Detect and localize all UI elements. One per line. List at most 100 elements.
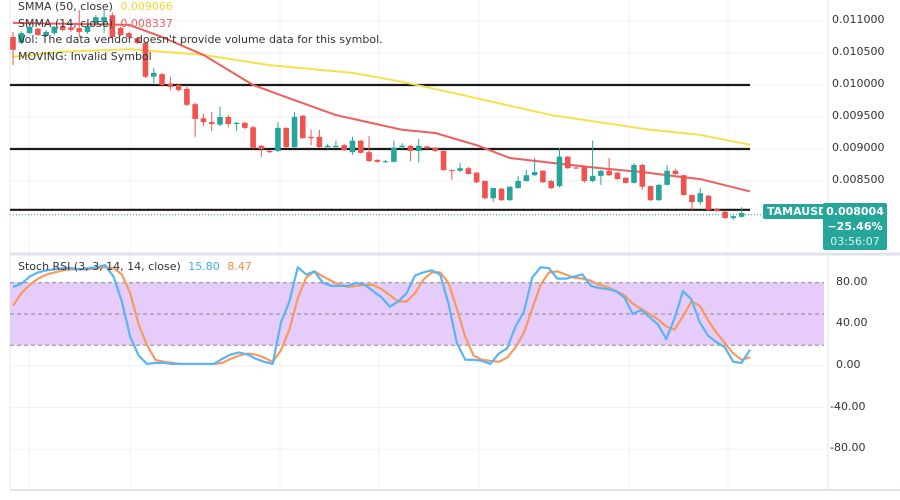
candle-body xyxy=(59,26,66,30)
candle xyxy=(515,175,521,189)
candle-body xyxy=(573,167,579,169)
candle-body xyxy=(465,168,472,174)
candle xyxy=(43,29,49,37)
candle-body xyxy=(300,115,306,139)
candle xyxy=(689,194,695,210)
candle xyxy=(548,179,554,190)
price-axis-label: 0.010000 xyxy=(832,77,885,90)
candle-body xyxy=(117,28,124,36)
candle xyxy=(697,188,704,205)
candle xyxy=(622,177,629,184)
price-axis-label: 0.009000 xyxy=(832,141,885,154)
candle xyxy=(730,215,737,221)
candle xyxy=(507,186,513,201)
price-axis-label: 0.010500 xyxy=(832,45,885,58)
stoch-axis-label: 40.00 xyxy=(836,316,868,330)
smma50-value: 0.009066 xyxy=(120,0,173,13)
stoch-axis-label: -40.00 xyxy=(830,399,866,413)
candle-body xyxy=(217,117,223,125)
candle-body xyxy=(614,172,621,180)
candle xyxy=(523,170,530,182)
candle xyxy=(208,111,215,132)
smma50-line xyxy=(12,48,751,146)
candle xyxy=(300,115,306,139)
candle xyxy=(142,42,149,78)
candle-body xyxy=(738,213,745,217)
stoch-d-value: 8.47 xyxy=(227,260,252,273)
candle-body xyxy=(672,170,679,174)
candle-body xyxy=(233,122,240,125)
candle xyxy=(316,129,323,148)
candle-body xyxy=(730,216,737,219)
candle-body xyxy=(473,172,480,183)
candle xyxy=(440,150,447,171)
symbol-tag: TAMAUSD xyxy=(763,204,832,219)
candle-body xyxy=(283,127,290,148)
candle-body xyxy=(622,177,629,183)
candle xyxy=(407,145,414,162)
candle xyxy=(10,31,16,66)
candle-body xyxy=(93,17,99,23)
candle-body xyxy=(639,165,646,187)
price-axis-label: 0.008500 xyxy=(832,173,885,186)
candle xyxy=(175,83,182,92)
candle-body xyxy=(341,145,347,151)
candle xyxy=(59,26,66,32)
candle xyxy=(664,165,670,186)
candle xyxy=(283,127,290,148)
candle xyxy=(490,187,497,203)
candle-body xyxy=(490,188,497,199)
candle xyxy=(589,140,596,183)
candle-body xyxy=(134,38,140,43)
candle-body xyxy=(556,156,563,187)
candle-body xyxy=(399,145,405,148)
candle-body xyxy=(126,33,132,37)
candle-body xyxy=(689,195,695,203)
candle-body xyxy=(258,145,265,149)
candle-body xyxy=(357,140,364,153)
legend-smma14[interactable]: SMMA (14, close) 0.008337 xyxy=(18,16,177,31)
candle-body xyxy=(109,15,116,37)
price-change: −25.46% xyxy=(827,220,883,233)
candle-body xyxy=(68,27,74,30)
candle-body xyxy=(76,28,83,32)
candle xyxy=(324,143,331,149)
legend-moving[interactable]: MOVING: Invalid Symbol xyxy=(18,50,152,63)
candle xyxy=(258,145,265,157)
candle-body xyxy=(374,159,381,162)
legend-volume[interactable]: Vol: The data vendor doesn't provide vol… xyxy=(18,33,383,46)
candle-body xyxy=(722,211,728,219)
candle-body xyxy=(142,42,149,77)
candle xyxy=(35,28,41,36)
candle xyxy=(250,125,256,149)
candle xyxy=(482,180,488,199)
candle xyxy=(606,157,612,176)
candle xyxy=(738,207,745,218)
candle xyxy=(647,185,654,201)
candle-body xyxy=(150,72,157,77)
candle xyxy=(266,150,273,153)
candle xyxy=(598,170,604,185)
candle-body xyxy=(242,122,248,128)
candle-body xyxy=(266,150,273,153)
stoch-d-line xyxy=(12,266,751,366)
candle xyxy=(192,102,198,137)
legend-smma50[interactable]: SMMA (50, close) 0.009066 xyxy=(18,0,177,14)
candle-body xyxy=(581,166,588,181)
smma14-label: SMMA (14, close) xyxy=(18,17,113,30)
candle xyxy=(391,140,397,163)
price-axis-label: 0.009500 xyxy=(832,109,885,122)
stoch-rsi-label: Stoch RSI (3, 3, 14, 14, close) xyxy=(18,260,181,273)
stoch-k-value: 15.80 xyxy=(188,260,220,273)
candle xyxy=(357,140,364,154)
candle-body xyxy=(415,145,422,151)
candle-body xyxy=(208,122,215,125)
candle xyxy=(349,136,356,155)
candle xyxy=(109,12,116,39)
candle-body xyxy=(664,170,670,185)
legend-stoch-rsi[interactable]: Stoch RSI (3, 3, 14, 14, close) 15.80 8.… xyxy=(18,259,256,274)
candle xyxy=(656,184,662,201)
candle xyxy=(531,157,538,176)
candle-body xyxy=(515,181,521,189)
